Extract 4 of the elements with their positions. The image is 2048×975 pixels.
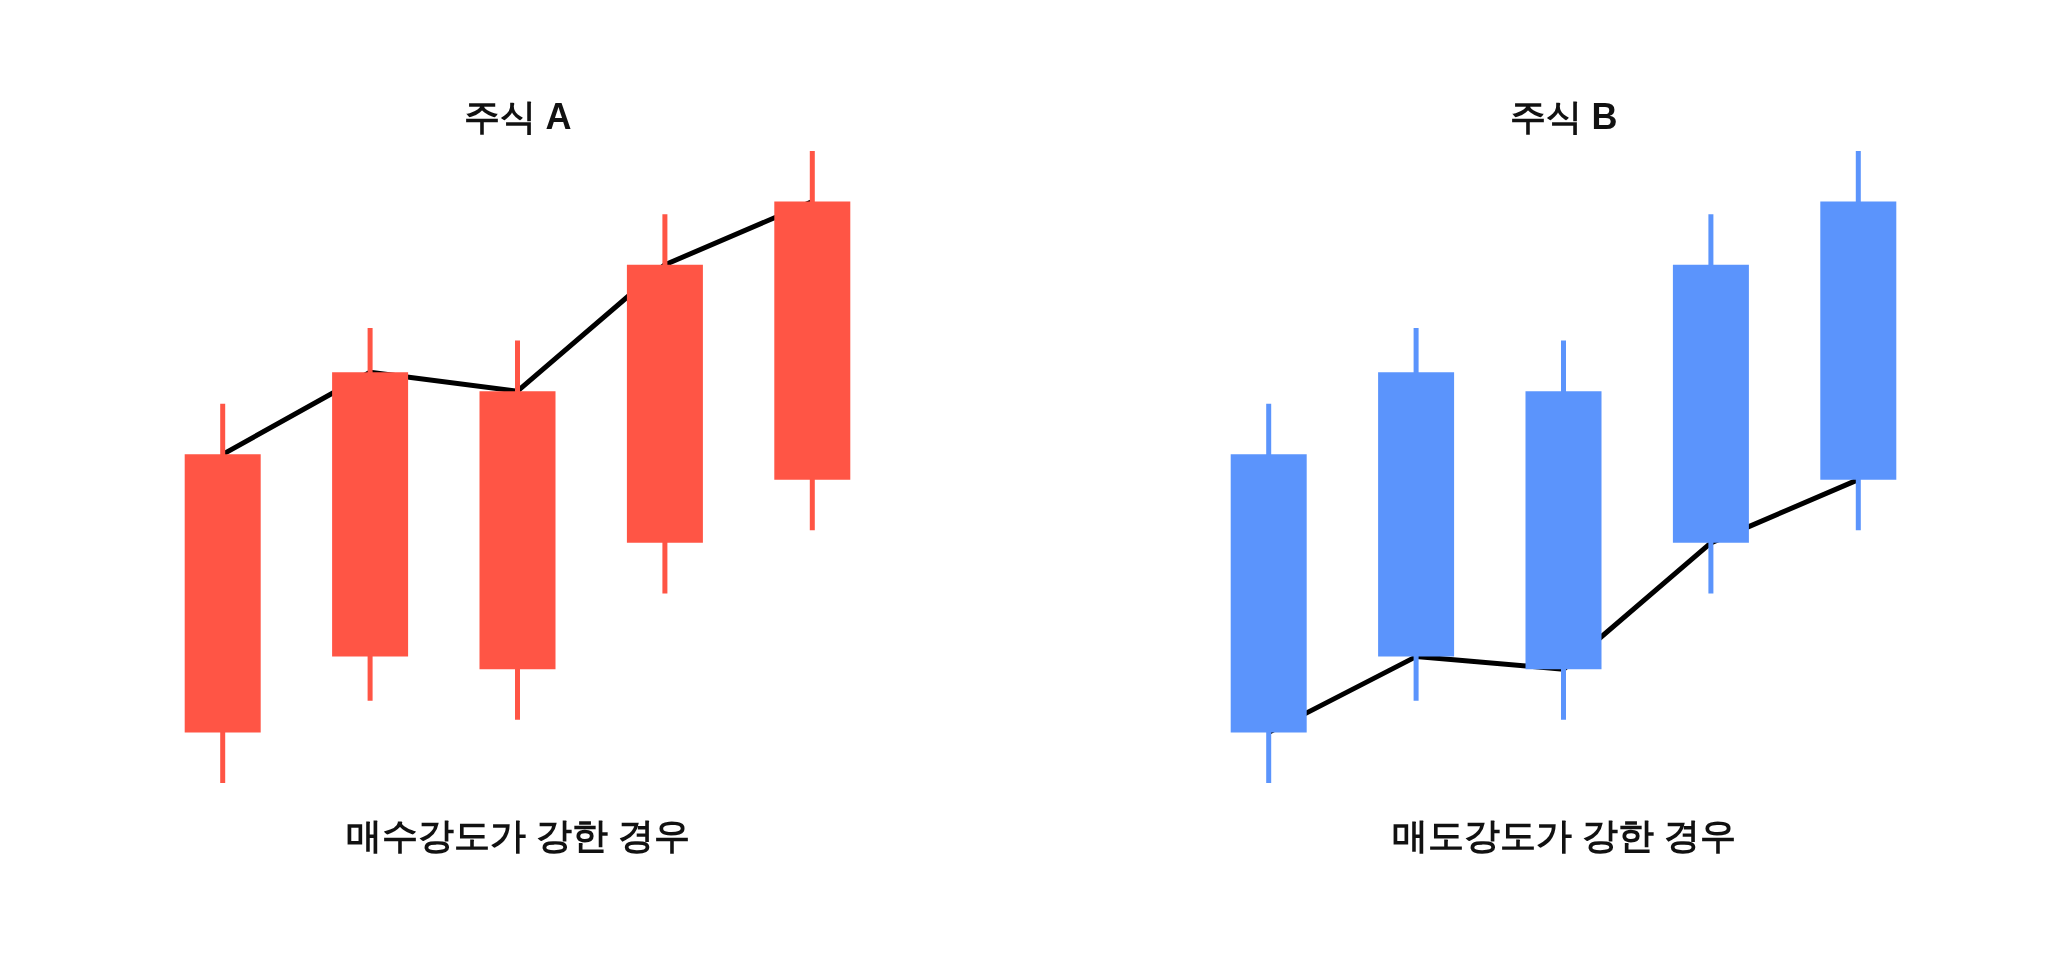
- text: 매수강도가 강한 경우: [345, 815, 690, 856]
- chart-title: 주식 B: [1509, 95, 1618, 137]
- chart-title: 주식 A: [463, 95, 572, 137]
- text: 매도강도가 강한 경우: [1391, 815, 1736, 856]
